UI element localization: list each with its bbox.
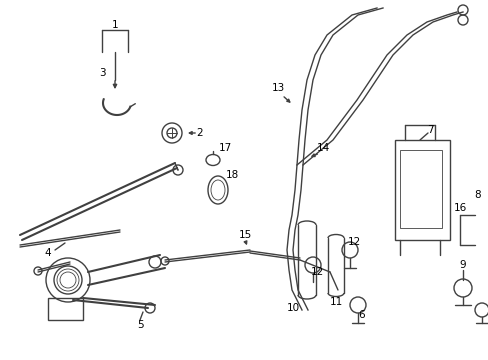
Text: 11: 11 (329, 297, 342, 307)
Text: 16: 16 (452, 203, 466, 213)
Text: 2: 2 (196, 128, 203, 138)
Bar (48, 298, 83, 320)
Text: 13: 13 (271, 83, 284, 93)
Text: 12: 12 (310, 267, 323, 277)
Text: 18: 18 (225, 170, 238, 180)
Text: 5: 5 (137, 320, 143, 330)
Text: 17: 17 (218, 143, 231, 153)
Text: 7: 7 (426, 125, 432, 135)
Text: 14: 14 (316, 143, 329, 153)
Text: 3: 3 (99, 68, 105, 78)
Text: 15: 15 (238, 230, 251, 240)
Text: 6: 6 (358, 310, 365, 320)
Text: 12: 12 (346, 237, 360, 247)
Text: 4: 4 (44, 248, 51, 258)
Text: 10: 10 (286, 303, 299, 313)
Text: 8: 8 (474, 190, 480, 200)
Text: 9: 9 (459, 260, 466, 270)
Text: 1: 1 (111, 20, 118, 30)
